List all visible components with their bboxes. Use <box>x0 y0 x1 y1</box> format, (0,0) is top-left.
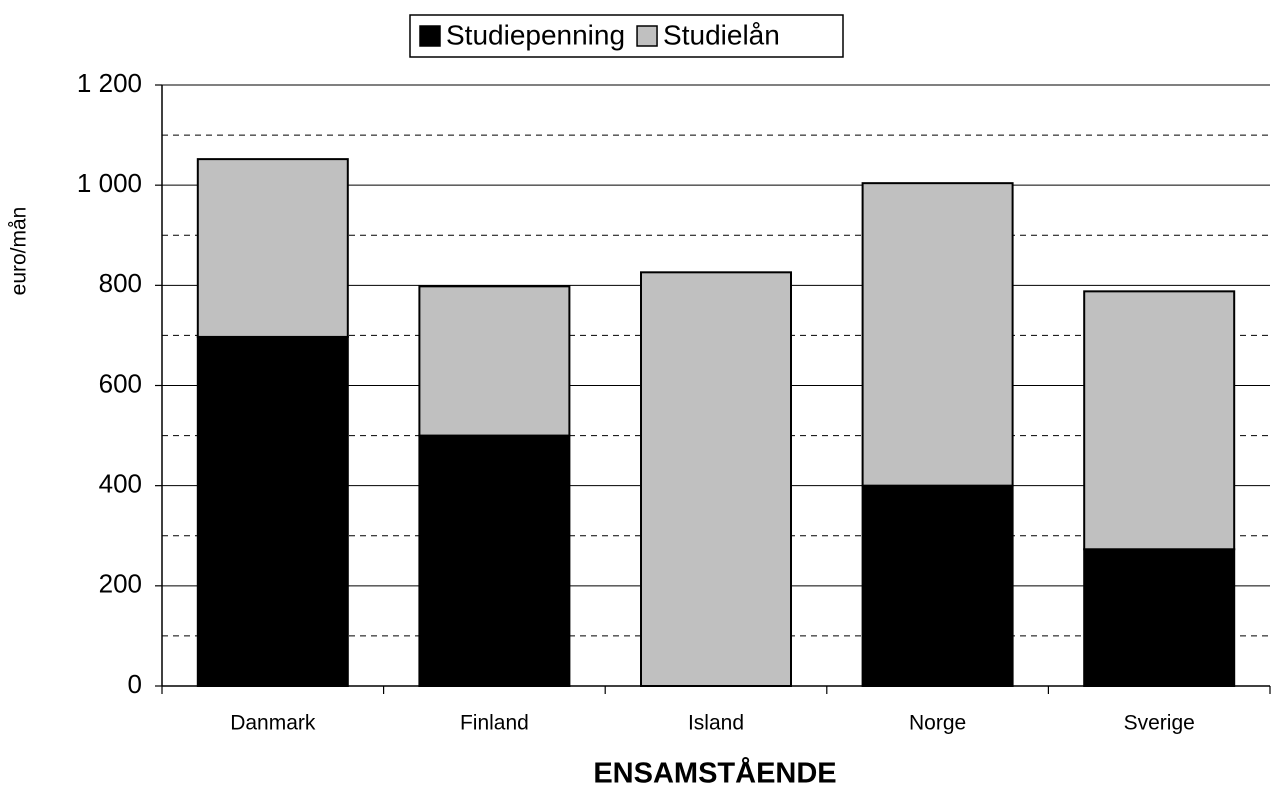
legend-box <box>409 14 844 58</box>
x-axis-label: ENSAMSTÅENDE <box>593 757 836 787</box>
y-tick-label: 1 000 <box>77 168 142 198</box>
y-tick-label: 0 <box>128 669 142 699</box>
bar-segment <box>418 434 571 688</box>
y-tick-label: 800 <box>99 268 142 298</box>
bar-segment <box>861 484 1014 687</box>
y-tick-label: 1 200 <box>77 68 142 98</box>
y-tick-label: 400 <box>99 469 142 499</box>
legend-swatch <box>636 25 658 47</box>
legend-label: Studielån <box>663 19 780 50</box>
x-tick-label: Island <box>688 712 744 735</box>
x-tick-label: Norge <box>909 712 966 735</box>
y-axis-label: euro/mån <box>8 207 31 296</box>
x-tick-label: Finland <box>460 712 529 735</box>
y-tick-label: 600 <box>99 368 142 398</box>
legend-label: Studiepenning <box>446 19 625 50</box>
bar-segment <box>1083 548 1236 688</box>
bar-segment <box>861 182 1014 487</box>
bar-segment <box>418 285 571 437</box>
bar-segment <box>196 335 349 687</box>
y-tick-label: 200 <box>99 569 142 599</box>
legend-swatch <box>419 25 441 47</box>
x-tick-label: Danmark <box>230 712 316 735</box>
bar-segment <box>196 158 349 338</box>
bar-segment <box>1083 290 1236 551</box>
bar-segment <box>640 271 792 687</box>
x-tick-label: Sverige <box>1124 712 1195 735</box>
